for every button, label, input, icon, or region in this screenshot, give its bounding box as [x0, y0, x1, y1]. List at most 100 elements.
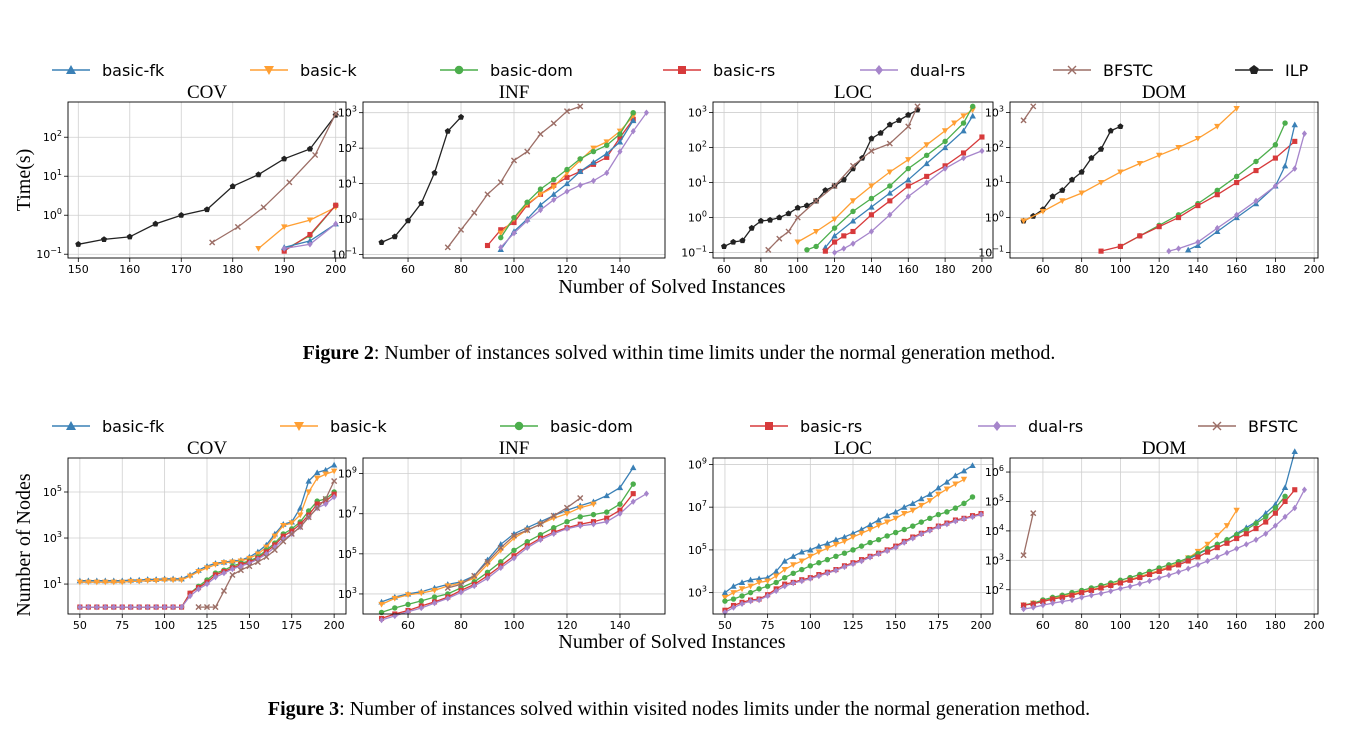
- legend-label: basic-dom: [550, 417, 633, 436]
- data-point: [960, 128, 966, 134]
- legend-label: basic-k: [330, 417, 387, 436]
- legend-label: ILP: [1285, 61, 1309, 80]
- panel-loc-fig2: 60 80 100 120 140 160 180 20010−1100101102103LO…: [681, 82, 993, 276]
- x-tick-label: 140: [1187, 263, 1208, 276]
- legend-label: basic-fk: [102, 61, 165, 80]
- figure-3-xlabel: Number of Solved Instances: [558, 631, 785, 653]
- data-point: [101, 236, 107, 242]
- data-point: [1137, 575, 1142, 580]
- legend-marker: [1249, 65, 1259, 74]
- x-tick-label: 140: [609, 619, 630, 632]
- x-ticks: 60 80 100 120 140: [401, 258, 630, 276]
- data-point: [924, 179, 929, 185]
- panel-loc-fig3: 50 75 100 125 150 175 200103105107109LOC: [688, 438, 993, 632]
- series-group: [1020, 448, 1307, 612]
- series-line: [1120, 123, 1285, 246]
- data-point: [901, 511, 907, 517]
- series-basic-fk: [378, 464, 636, 604]
- x-tick-label: 200: [325, 263, 346, 276]
- data-point: [221, 588, 226, 593]
- data-point: [631, 491, 636, 496]
- data-point: [538, 186, 543, 191]
- panel-inf-fig2: 60 80 100 120 14010−1100101102103INF: [331, 82, 665, 276]
- data-point: [765, 583, 770, 588]
- data-point: [850, 534, 856, 540]
- data-point: [1108, 128, 1114, 134]
- data-point: [1253, 159, 1258, 164]
- data-point: [1214, 124, 1220, 130]
- figure-2-legend: basic-fk basic-k basic-dom basic-rs dual-rs B…: [52, 61, 1309, 80]
- data-point: [1253, 198, 1258, 204]
- y-tick-label: 102: [688, 140, 707, 155]
- data-point: [816, 560, 821, 565]
- data-point: [1244, 531, 1249, 536]
- data-point: [1234, 180, 1239, 185]
- y-tick-label: 103: [985, 105, 1004, 120]
- data-point: [331, 462, 337, 468]
- data-point: [591, 178, 596, 184]
- series-ilp: [379, 114, 465, 245]
- data-point: [1253, 521, 1258, 526]
- data-point: [551, 197, 556, 203]
- data-point: [1282, 484, 1288, 490]
- data-point: [795, 239, 801, 245]
- data-point: [1021, 118, 1026, 123]
- data-point: [1059, 198, 1065, 204]
- x-tick-label: 80: [754, 263, 768, 276]
- plot-frame: [68, 102, 346, 258]
- data-point: [961, 120, 966, 125]
- data-point: [1292, 121, 1298, 127]
- data-point: [979, 134, 984, 139]
- x-tick-label: 160: [1226, 263, 1247, 276]
- legend-item-dual-rs: dual-rs: [978, 417, 1083, 436]
- y-tick-label: 103: [688, 105, 707, 120]
- data-point: [841, 245, 846, 251]
- legend-label: dual-rs: [910, 61, 965, 80]
- series-basic-dom: [379, 481, 636, 615]
- x-tick-label: 120: [556, 619, 577, 632]
- data-point: [392, 605, 397, 610]
- data-point: [944, 487, 950, 493]
- series-line: [1024, 127, 1121, 222]
- data-point: [1282, 120, 1287, 125]
- y-tick-label: 100: [688, 210, 707, 225]
- data-point: [485, 243, 490, 248]
- data-point: [1157, 224, 1162, 229]
- figure-3-caption-text: : Number of instances solved within visi…: [339, 698, 1090, 720]
- series-line: [1024, 109, 1237, 222]
- data-point: [1147, 578, 1152, 584]
- data-point: [210, 240, 215, 245]
- data-point: [1098, 146, 1104, 152]
- legend-marker: [678, 66, 686, 74]
- figure-3-number: Figure 3: [268, 698, 339, 720]
- data-point: [630, 110, 635, 115]
- data-point: [790, 562, 796, 568]
- panel-title: DOM: [1142, 82, 1186, 103]
- data-point: [511, 548, 516, 553]
- data-point: [1292, 448, 1298, 454]
- data-point: [1283, 499, 1288, 504]
- data-point: [790, 553, 796, 559]
- y-tick-label: 105: [43, 484, 62, 499]
- data-point: [564, 167, 569, 172]
- data-point: [1108, 583, 1113, 588]
- data-point: [75, 241, 81, 247]
- data-point: [1176, 569, 1181, 575]
- legend-item-basic-fk: basic-fk: [52, 417, 165, 436]
- data-point: [1273, 142, 1278, 147]
- data-point: [1292, 139, 1297, 144]
- data-point: [604, 143, 609, 148]
- data-point: [777, 236, 782, 241]
- x-tick-label: 100: [787, 263, 808, 276]
- data-point: [511, 215, 516, 220]
- legend-item-basic-fk: basic-fk: [52, 61, 165, 80]
- data-point: [969, 462, 975, 468]
- panel-title: LOC: [834, 438, 872, 459]
- data-point: [1215, 545, 1220, 550]
- data-point: [722, 598, 727, 603]
- plot-frame: [1010, 458, 1318, 614]
- data-point: [1253, 526, 1258, 531]
- data-point: [1117, 123, 1123, 129]
- data-point: [578, 496, 583, 501]
- data-point: [152, 221, 158, 227]
